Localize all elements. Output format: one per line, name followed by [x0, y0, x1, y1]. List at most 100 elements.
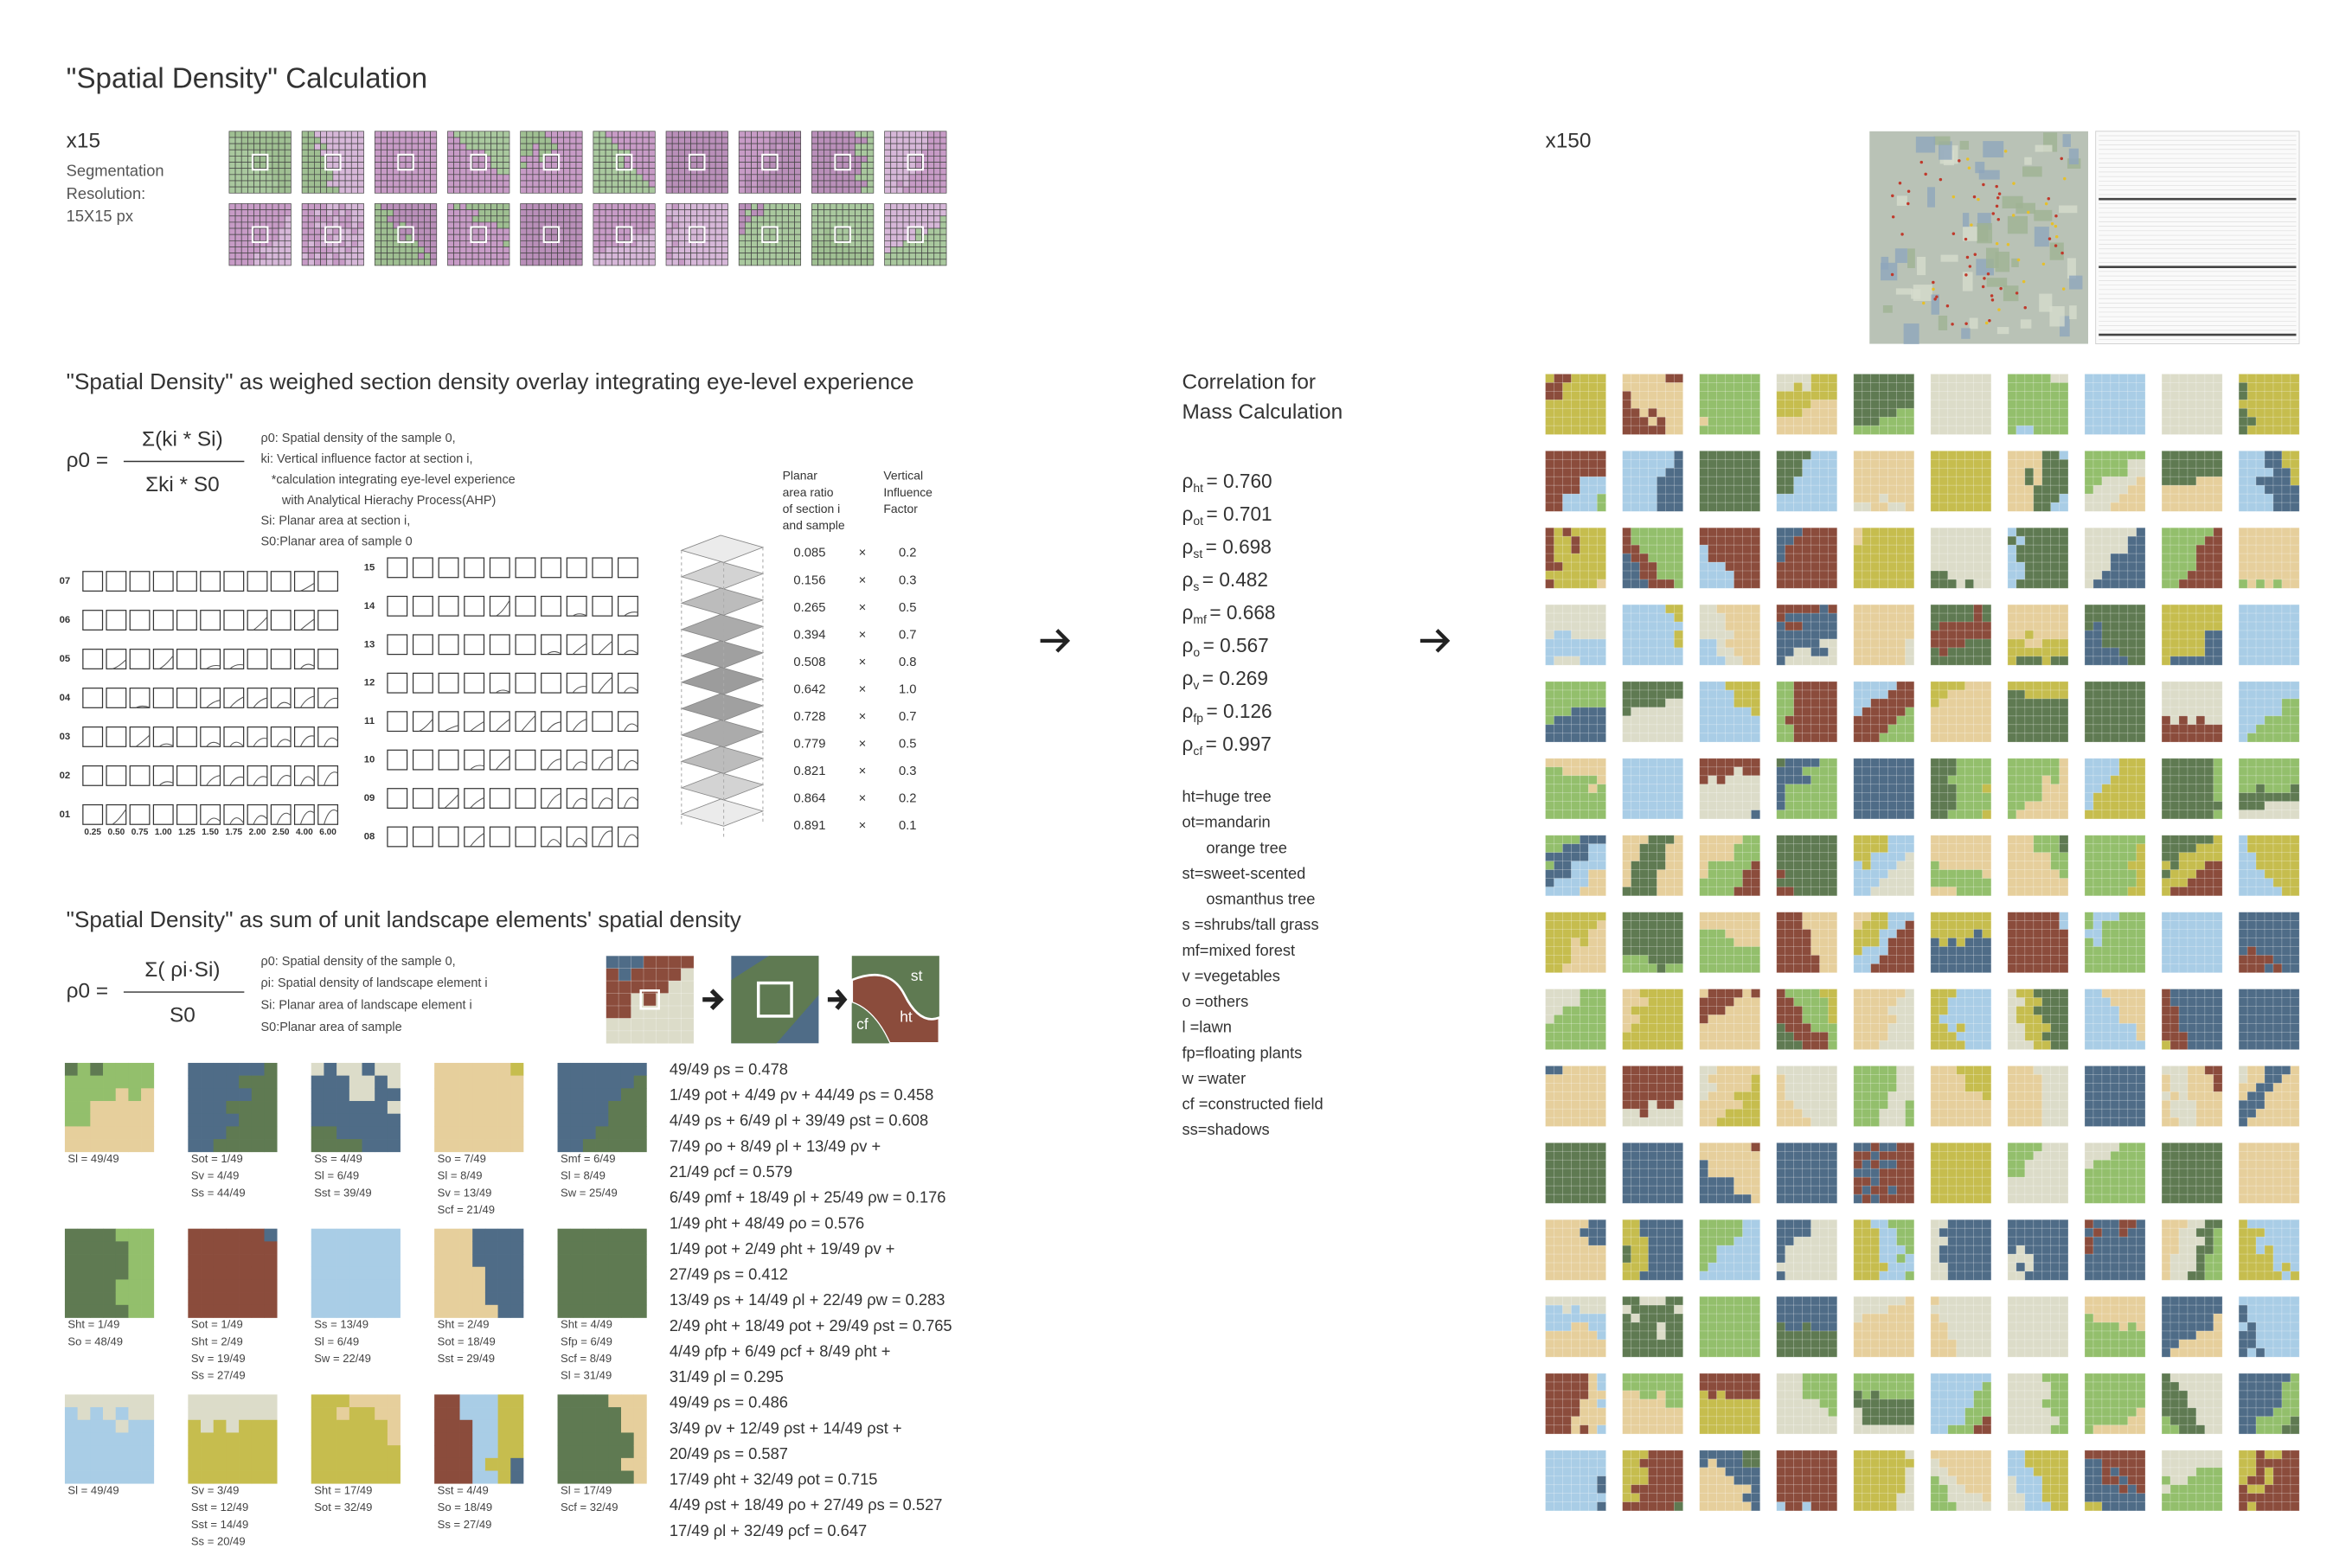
tile-cell — [763, 234, 771, 241]
tile-cell — [2127, 638, 2137, 649]
tile-cell — [1742, 425, 1753, 435]
tile-cell — [914, 137, 922, 144]
tile-cell — [2246, 484, 2257, 495]
tile-cell — [497, 143, 504, 150]
tile-cell — [1905, 604, 1915, 614]
tile-cell — [861, 162, 868, 170]
tile-cell — [497, 186, 504, 194]
tile-cell — [836, 162, 843, 170]
tile-cell — [1930, 630, 1940, 640]
tile-cell — [830, 131, 837, 138]
tile-cell — [884, 227, 892, 235]
tile-cell — [2041, 630, 2052, 640]
tile-cell — [1571, 758, 1581, 768]
tile-cell — [1648, 390, 1658, 400]
tile-cell — [824, 162, 831, 170]
tile-cell — [1596, 792, 1606, 803]
tile-cell — [2084, 535, 2094, 546]
tile-cell — [272, 246, 279, 253]
tile-cell — [2016, 647, 2026, 657]
tile-cell — [2110, 382, 2120, 393]
section-hatch — [572, 797, 587, 809]
tile-cell — [896, 215, 904, 223]
tile-cell — [2041, 535, 2052, 546]
tile-cell — [830, 246, 837, 253]
tile-cell — [1810, 630, 1821, 640]
tile-cell — [1862, 724, 1872, 734]
tile-cell — [1665, 570, 1676, 580]
tile-cell — [2118, 382, 2129, 393]
tile-cell — [763, 143, 771, 150]
tile-cell — [2136, 604, 2146, 614]
tile-cell — [2041, 382, 2052, 393]
tile-cell — [1879, 647, 1889, 657]
table-header: of section i — [783, 502, 841, 515]
tile-cell — [830, 215, 837, 223]
tile-cell — [842, 253, 849, 260]
land-tile — [1853, 604, 1915, 666]
tile-cell — [557, 174, 565, 182]
tile-cell — [1716, 527, 1727, 537]
tile-cell — [2238, 399, 2248, 409]
tile-cell — [2178, 570, 2189, 580]
tile-cell — [1716, 784, 1727, 794]
tile-cell — [1554, 493, 1564, 503]
tile-cell — [497, 246, 504, 253]
tile-cell — [1742, 733, 1753, 743]
tile-cell — [933, 186, 941, 194]
tile-cell — [1545, 374, 1555, 384]
tile-cell — [1725, 390, 1735, 400]
tile-cell — [357, 203, 364, 210]
tile-cell — [1793, 527, 1804, 537]
tile-cell — [1751, 450, 1761, 460]
tile-cell — [1828, 416, 1838, 426]
tile-cell — [1819, 527, 1830, 537]
tile-cell — [751, 186, 759, 194]
tile-cell — [228, 168, 236, 176]
tile-cell — [824, 240, 831, 247]
tile-cell — [477, 215, 485, 223]
tile-cell — [272, 234, 279, 241]
tile-cell — [2016, 493, 2026, 503]
tile-cell — [1751, 630, 1761, 640]
tile-cell — [1742, 535, 1753, 546]
tile-cell — [1810, 527, 1821, 537]
tile-cell — [1622, 766, 1632, 777]
tile-cell — [387, 180, 394, 188]
tile-cell — [2161, 544, 2171, 554]
land-tile — [2161, 681, 2223, 743]
tile-cell — [824, 215, 831, 223]
tile-cell — [2161, 621, 2171, 631]
tile-cell — [642, 253, 650, 260]
tile-cell — [1725, 450, 1735, 460]
section-box — [200, 649, 221, 669]
tile-cell — [2169, 484, 2180, 495]
tile-cell — [1554, 579, 1564, 589]
tile-cell — [618, 253, 625, 260]
tile-cell — [557, 253, 565, 260]
tile-cell — [2178, 399, 2189, 409]
tile-cell — [1665, 612, 1676, 623]
tile-cell — [2264, 390, 2274, 400]
tile-cell — [738, 259, 746, 266]
tile-cell — [884, 162, 892, 170]
tile-cell — [2290, 570, 2300, 580]
tile-cell — [636, 227, 644, 235]
tile-cell — [763, 156, 771, 163]
section-hatch — [623, 650, 638, 655]
tile-cell — [2195, 476, 2206, 486]
tile-cell — [1587, 647, 1598, 657]
tile-cell — [344, 234, 352, 241]
tile-cell — [1793, 621, 1804, 631]
tile-cell — [477, 137, 485, 144]
tile-cell — [307, 234, 315, 241]
tile-cell — [1587, 681, 1598, 691]
tile-cell — [842, 209, 849, 217]
tile-cell — [2136, 733, 2146, 743]
tile-cell — [757, 209, 765, 217]
tile-cell — [332, 174, 340, 182]
tile-cell — [453, 234, 461, 241]
tile-cell — [1734, 527, 1744, 537]
tile-cell — [788, 240, 795, 247]
tile-cell — [1828, 579, 1838, 589]
